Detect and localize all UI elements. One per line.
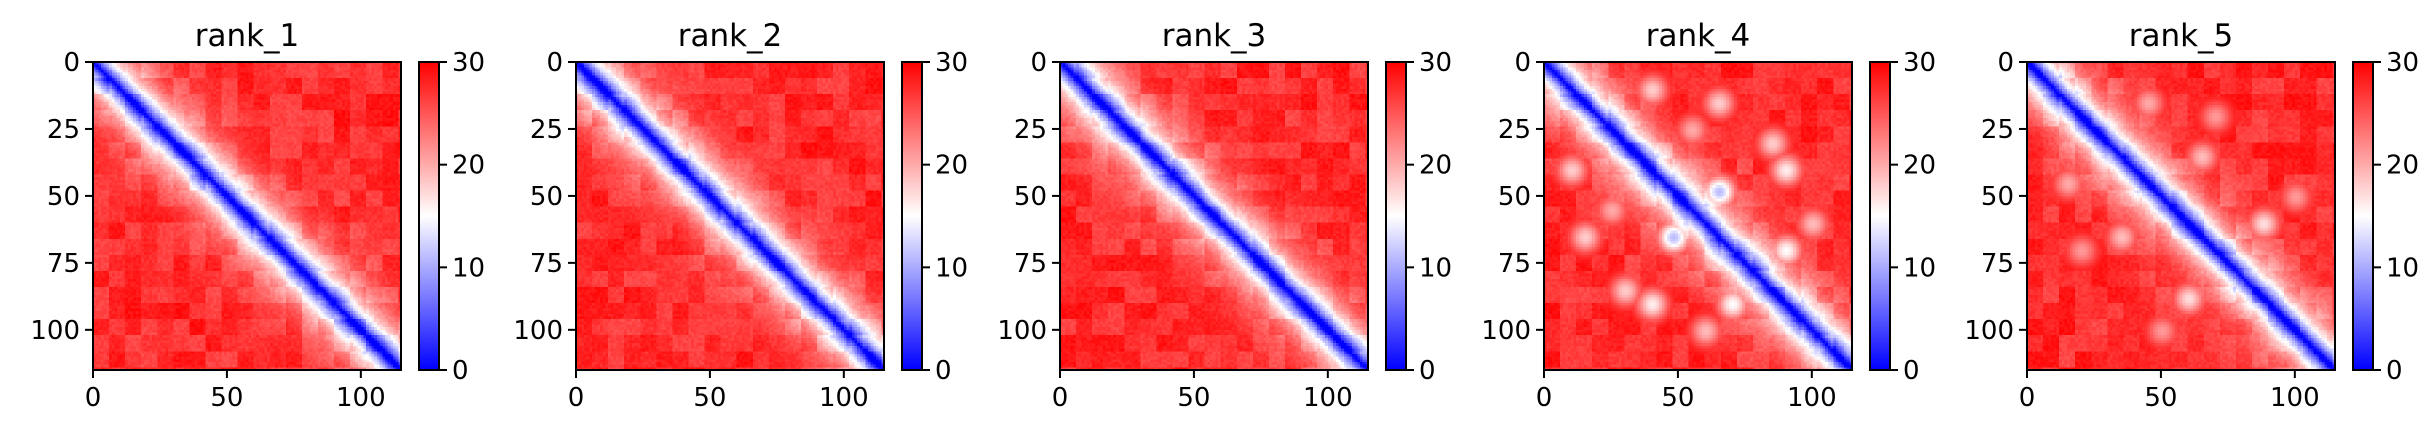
panel-title: rank_1 xyxy=(195,18,300,54)
heatmap xyxy=(93,62,402,371)
